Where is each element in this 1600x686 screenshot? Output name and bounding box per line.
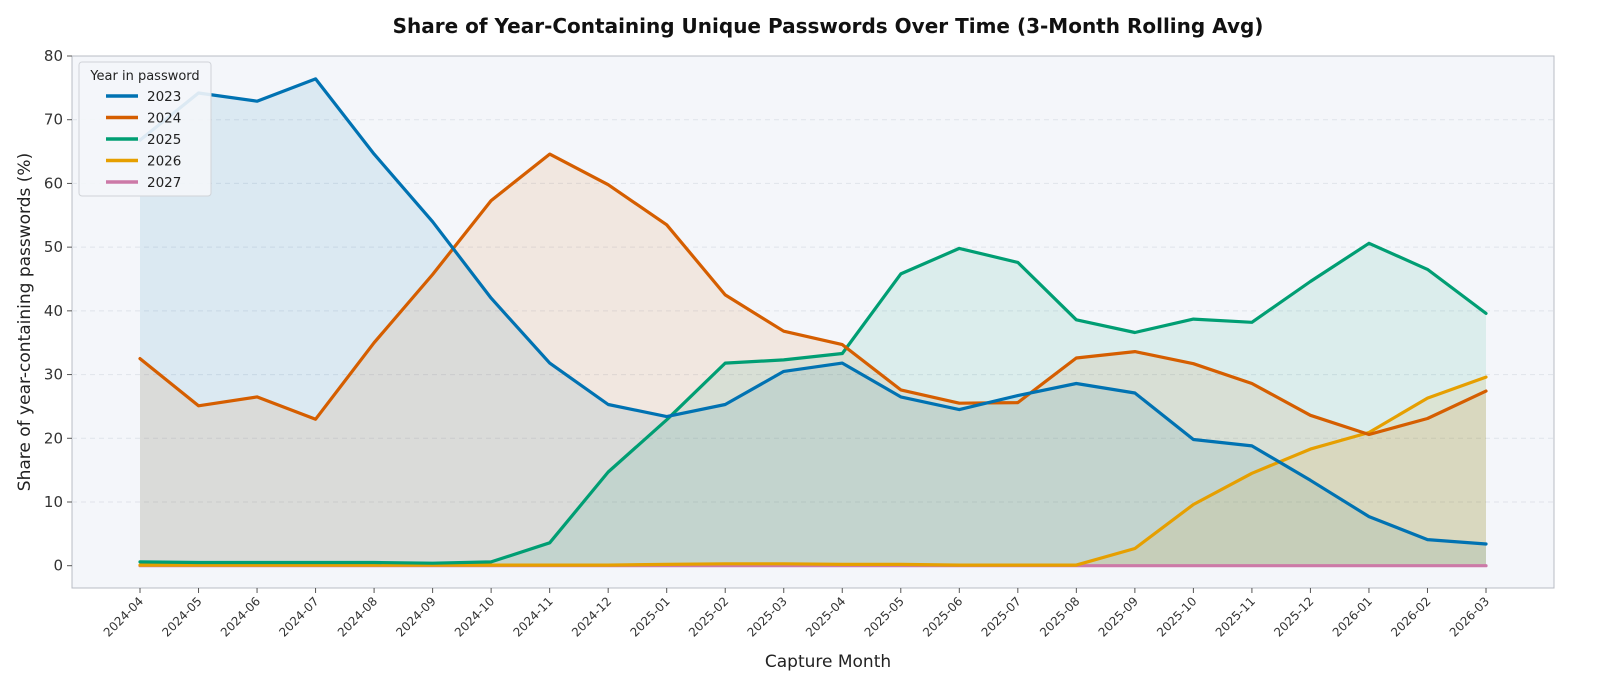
y-tick-label: 10 — [44, 493, 63, 511]
x-tick-label: 2025-10 — [1154, 594, 1199, 639]
x-tick-label: 2026-02 — [1388, 594, 1433, 639]
x-tick-label: 2025-01 — [627, 594, 672, 639]
x-tick-label: 2024-08 — [335, 594, 380, 639]
line-2025 — [138, 241, 1488, 565]
x-tick-label: 2025-02 — [686, 594, 731, 639]
x-tick-label: 2025-03 — [745, 594, 790, 639]
y-tick-label: 30 — [44, 366, 63, 384]
legend-label-2025: 2025 — [147, 132, 181, 148]
y-tick-label: 70 — [44, 111, 63, 129]
x-tick-label: 2024-07 — [276, 594, 321, 639]
x-tick-label: 2024-06 — [218, 594, 263, 639]
area-fills — [140, 78, 1486, 566]
legend: Year in password 2023 2024 2025 2026 2027 — [78, 61, 212, 197]
y-tick-label: 50 — [44, 238, 63, 256]
x-tick-label: 2024-04 — [101, 594, 146, 639]
legend-label-2023: 2023 — [147, 89, 181, 105]
x-axis-label: Capture Month — [765, 652, 891, 672]
grid — [72, 119, 1554, 503]
x-tick-label: 2025-08 — [1037, 594, 1082, 639]
y-tick-label: 40 — [44, 302, 63, 320]
x-tick-label: 2025-12 — [1271, 594, 1316, 639]
x-tick-label: 2025-04 — [803, 594, 848, 639]
legend-label-2027: 2027 — [147, 175, 181, 191]
area-2024 — [140, 154, 1486, 566]
x-tick-label: 2024-11 — [510, 594, 555, 639]
y-tick-label: 0 — [53, 557, 63, 575]
x-tick-label: 2024-10 — [452, 594, 497, 639]
x-tick-label: 2025-05 — [862, 594, 907, 639]
legend-entries: 2023 2024 2025 2026 2027 — [106, 89, 181, 191]
x-tick-label: 2025-07 — [979, 594, 1024, 639]
chart-title: Share of Year-Containing Unique Password… — [393, 14, 1264, 38]
x-tick-label: 2025-11 — [1213, 594, 1258, 639]
area-2026 — [140, 377, 1486, 566]
line-2023 — [138, 77, 1488, 546]
line-2024 — [138, 152, 1488, 437]
x-tick-label: 2024-09 — [393, 594, 438, 639]
x-tick-label: 2024-12 — [569, 594, 614, 639]
x-tick-label: 2025-06 — [920, 594, 965, 639]
area-2025 — [140, 243, 1486, 566]
x-axis-ticks: 2024-04 2024-05 2024-06 2024-07 2024-08 2024-… — [101, 588, 1492, 640]
area-2023 — [140, 78, 1486, 566]
x-tick-label: 2024-05 — [159, 594, 204, 639]
x-tick-label: 2026-03 — [1447, 594, 1492, 639]
series-lines — [138, 77, 1488, 568]
y-axis-ticks: 0 10 20 30 40 50 60 70 80 — [44, 47, 72, 575]
line-2026 — [138, 375, 1488, 567]
y-tick-label: 80 — [44, 47, 63, 65]
legend-title: Year in password — [89, 69, 199, 84]
legend-label-2024: 2024 — [147, 111, 181, 127]
legend-label-2026: 2026 — [147, 154, 181, 170]
x-tick-label: 2025-09 — [1096, 594, 1141, 639]
x-tick-label: 2026-01 — [1330, 594, 1375, 639]
y-tick-label: 20 — [44, 429, 63, 447]
plot-area — [71, 55, 1555, 589]
y-tick-label: 60 — [44, 174, 63, 192]
y-axis-label: Share of year-containing passwords (%) — [15, 153, 35, 491]
